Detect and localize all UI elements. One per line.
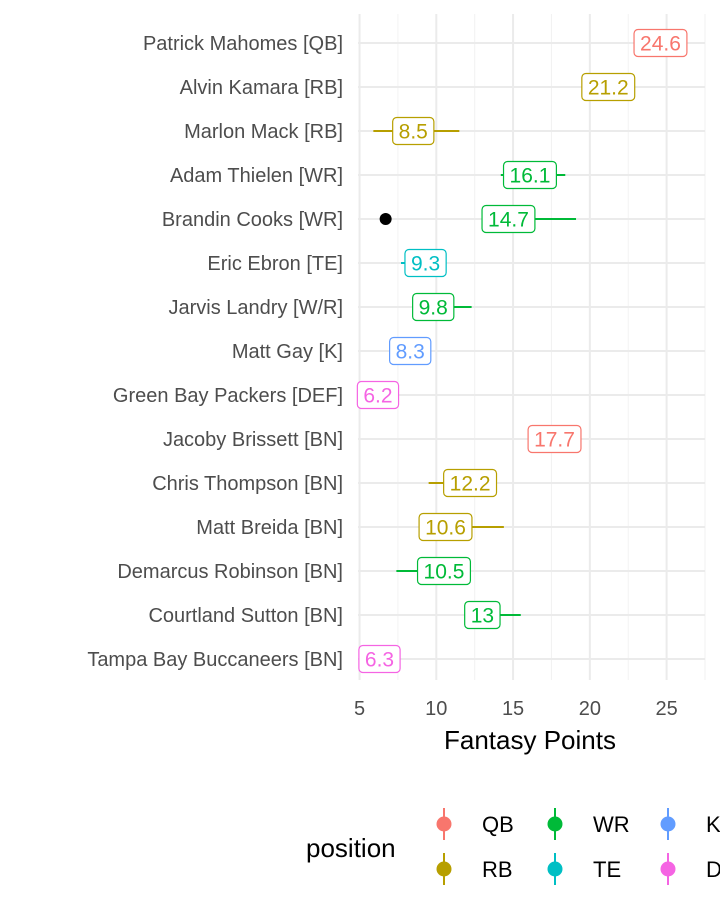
player-label: Courtland Sutton [BN] (148, 605, 343, 627)
value-label: 14.7 (481, 204, 536, 234)
value-label-box (358, 644, 401, 674)
player-label: Alvin Kamara [RB] (180, 77, 343, 99)
x-tick-label: 25 (655, 698, 677, 720)
value-label-text: 8.3 (396, 341, 425, 364)
x-tick-label: 5 (354, 698, 365, 720)
player-label: Chris Thompson [BN] (152, 473, 343, 495)
x-tick-label: 15 (502, 698, 524, 720)
value-label: 6.3 (358, 644, 401, 674)
player-label: Demarcus Robinson [BN] (117, 561, 343, 583)
legend-item: DEF (660, 853, 720, 885)
legend-key-dot (547, 861, 563, 877)
player-label: Matt Gay [K] (232, 341, 343, 363)
legend-key-dot (547, 816, 563, 832)
legend: position QB RB WR TE K DEF (306, 808, 720, 885)
legend-label: K (706, 812, 720, 837)
legend-key-dot (660, 861, 676, 877)
player-labels: Patrick Mahomes [QB] Alvin Kamara [RB] Mar… (87, 33, 343, 671)
value-label: 12.2 (443, 468, 498, 498)
legend-item: WR (547, 808, 630, 840)
value-label: 13 (464, 600, 501, 630)
value-label-box (464, 600, 501, 630)
value-label-box (412, 292, 455, 322)
value-label: 8.5 (392, 116, 435, 146)
value-label-text: 21.2 (588, 77, 629, 100)
player-label: Adam Thielen [WR] (170, 165, 343, 187)
value-label: 10.6 (418, 512, 473, 542)
x-tick-label: 10 (425, 698, 447, 720)
value-label-box (392, 116, 435, 146)
value-label-text: 12.2 (450, 473, 491, 496)
value-label-text: 10.5 (424, 561, 465, 584)
legend-label: TE (593, 857, 621, 882)
legend-label: QB (482, 812, 514, 837)
value-label-text: 17.7 (534, 429, 575, 452)
player-label: Marlon Mack [RB] (184, 121, 343, 143)
value-label: 8.3 (389, 336, 432, 366)
x-tick-label: 20 (579, 698, 601, 720)
legend-title: position (306, 833, 396, 863)
value-label: 9.8 (412, 292, 455, 322)
player-label: Tampa Bay Buccaneers [BN] (87, 649, 343, 671)
player-label: Green Bay Packers [DEF] (113, 385, 343, 407)
value-label-box (581, 72, 636, 102)
legend-item: QB (436, 808, 514, 840)
value-label-text: 16.1 (510, 165, 551, 188)
value-label-text: 24.6 (640, 33, 681, 56)
value-label: 10.5 (416, 556, 472, 586)
value-label: 16.1 (502, 160, 558, 190)
value-label-box (404, 248, 447, 278)
legend-label: WR (593, 812, 630, 837)
player-label: Jacoby Brissett [BN] (163, 429, 343, 451)
x-tick-labels: 5 10 15 20 25 (354, 698, 678, 720)
value-label: 24.6 (633, 28, 688, 58)
value-label-text: 6.2 (363, 385, 392, 408)
value-label-text: 10.6 (425, 517, 466, 540)
value-label-box (356, 380, 400, 410)
value-label-box (527, 424, 582, 454)
value-label: 9.3 (404, 248, 447, 278)
highlight-points (379, 213, 392, 225)
value-label-text: 13 (471, 605, 494, 628)
player-label: Patrick Mahomes [QB] (143, 33, 343, 55)
value-labels: 24.6 21.2 8.5 16.1 14.7 9.3 9.8 8.36.2 17.7 12.2 1… (356, 28, 688, 674)
value-label-text: 14.7 (488, 209, 529, 232)
legend-label: DEF (706, 857, 720, 882)
value-label-text: 6.3 (365, 649, 394, 672)
x-axis-title: Fantasy Points (444, 725, 616, 755)
value-label-box (416, 556, 472, 586)
player-label: Jarvis Landry [W/R] (169, 297, 343, 319)
legend-key-dot (436, 816, 452, 832)
value-label-box (443, 468, 498, 498)
value-label-box (481, 204, 536, 234)
legend-item: TE (547, 853, 621, 885)
value-label-box (418, 512, 473, 542)
legend-key-dot (660, 816, 676, 832)
value-label-box (633, 28, 688, 58)
highlight-point (379, 213, 392, 225)
player-label: Matt Breida [BN] (196, 517, 343, 539)
value-label-box (389, 336, 432, 366)
value-label: 21.2 (581, 72, 636, 102)
value-label-text: 9.8 (419, 297, 448, 320)
value-label: 17.7 (527, 424, 582, 454)
value-label: 6.2 (356, 380, 400, 410)
value-label-box (502, 160, 558, 190)
legend-item: K (660, 808, 720, 840)
value-label-text: 9.3 (411, 253, 440, 276)
value-label-text: 8.5 (399, 121, 428, 144)
legend-label: RB (482, 857, 513, 882)
player-label: Eric Ebron [TE] (207, 253, 343, 275)
player-label: Brandin Cooks [WR] (162, 209, 343, 231)
legend-item: RB (436, 853, 513, 885)
legend-key-dot (436, 861, 452, 877)
